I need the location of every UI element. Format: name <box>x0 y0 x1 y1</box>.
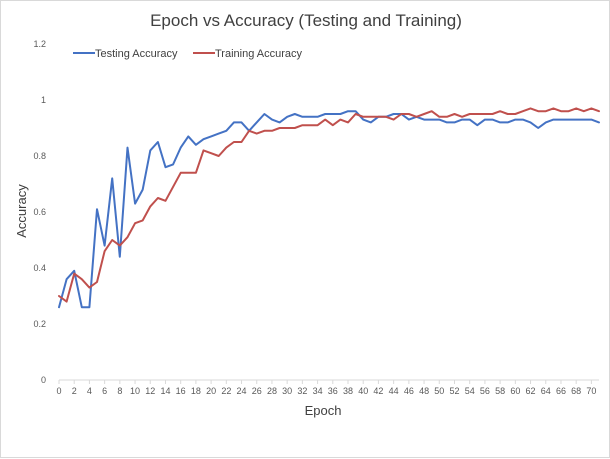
x-tick-label: 68 <box>571 386 581 396</box>
x-tick-label: 54 <box>465 386 475 396</box>
x-tick-label: 0 <box>56 386 61 396</box>
axes <box>58 379 599 384</box>
x-tick-label: 46 <box>404 386 414 396</box>
y-tick-labels: 0 0.2 0.4 0.6 0.8 1 1.2 <box>33 39 46 385</box>
x-tick-label: 30 <box>282 386 292 396</box>
x-tick-label: 60 <box>510 386 520 396</box>
y-tick-label: 0.4 <box>33 263 46 273</box>
x-tick-label: 52 <box>449 386 459 396</box>
x-tick-label: 64 <box>541 386 551 396</box>
y-tick-label: 0.8 <box>33 151 46 161</box>
x-tick-label: 6 <box>102 386 107 396</box>
series-line-training <box>58 107 600 303</box>
x-tick-label: 14 <box>160 386 170 396</box>
x-tick-label: 32 <box>297 386 307 396</box>
series-line-testing <box>58 110 600 309</box>
x-tick-label: 18 <box>191 386 201 396</box>
x-tick-label: 12 <box>145 386 155 396</box>
y-tick-label: 1.2 <box>33 39 46 49</box>
legend-label: Training Accuracy <box>215 48 303 60</box>
series-lines <box>58 107 600 309</box>
x-tick-label: 22 <box>221 386 231 396</box>
legend-label: Testing Accuracy <box>95 48 178 60</box>
x-tick-label: 58 <box>495 386 505 396</box>
x-axis-title: Epoch <box>305 403 342 418</box>
x-tick-label: 38 <box>343 386 353 396</box>
y-tick-label: 0.6 <box>33 207 46 217</box>
x-tick-label: 24 <box>237 386 247 396</box>
chart-title: Epoch vs Accuracy (Testing and Training) <box>150 11 462 30</box>
y-tick-label: 0.2 <box>33 319 46 329</box>
y-axis-title: Accuracy <box>14 184 29 238</box>
x-tick-label: 66 <box>556 386 566 396</box>
x-tick-label: 10 <box>130 386 140 396</box>
x-tick-label: 56 <box>480 386 490 396</box>
x-tick-label: 2 <box>72 386 77 396</box>
x-tick-label: 26 <box>252 386 262 396</box>
x-tick-label: 50 <box>434 386 444 396</box>
x-tick-label: 62 <box>526 386 536 396</box>
x-tick-label: 8 <box>117 386 122 396</box>
legend: Testing Accuracy Training Accuracy <box>73 48 303 60</box>
x-tick-label: 4 <box>87 386 92 396</box>
x-tick-label: 44 <box>389 386 399 396</box>
x-tick-label: 40 <box>358 386 368 396</box>
y-tick-label: 1 <box>41 95 46 105</box>
y-tick-label: 0 <box>41 375 46 385</box>
x-tick-label: 42 <box>373 386 383 396</box>
x-tick-label: 70 <box>586 386 596 396</box>
x-tick-labels: 0 2 4 6 8 10 12 14 16 18 20 22 24 26 28 30 32 34 36 38 40 42 4… <box>56 386 596 396</box>
x-tick-label: 20 <box>206 386 216 396</box>
x-tick-label: 48 <box>419 386 429 396</box>
x-tick-label: 36 <box>328 386 338 396</box>
x-tick-label: 28 <box>267 386 277 396</box>
x-tick-label: 34 <box>313 386 323 396</box>
x-tick-label: 16 <box>176 386 186 396</box>
